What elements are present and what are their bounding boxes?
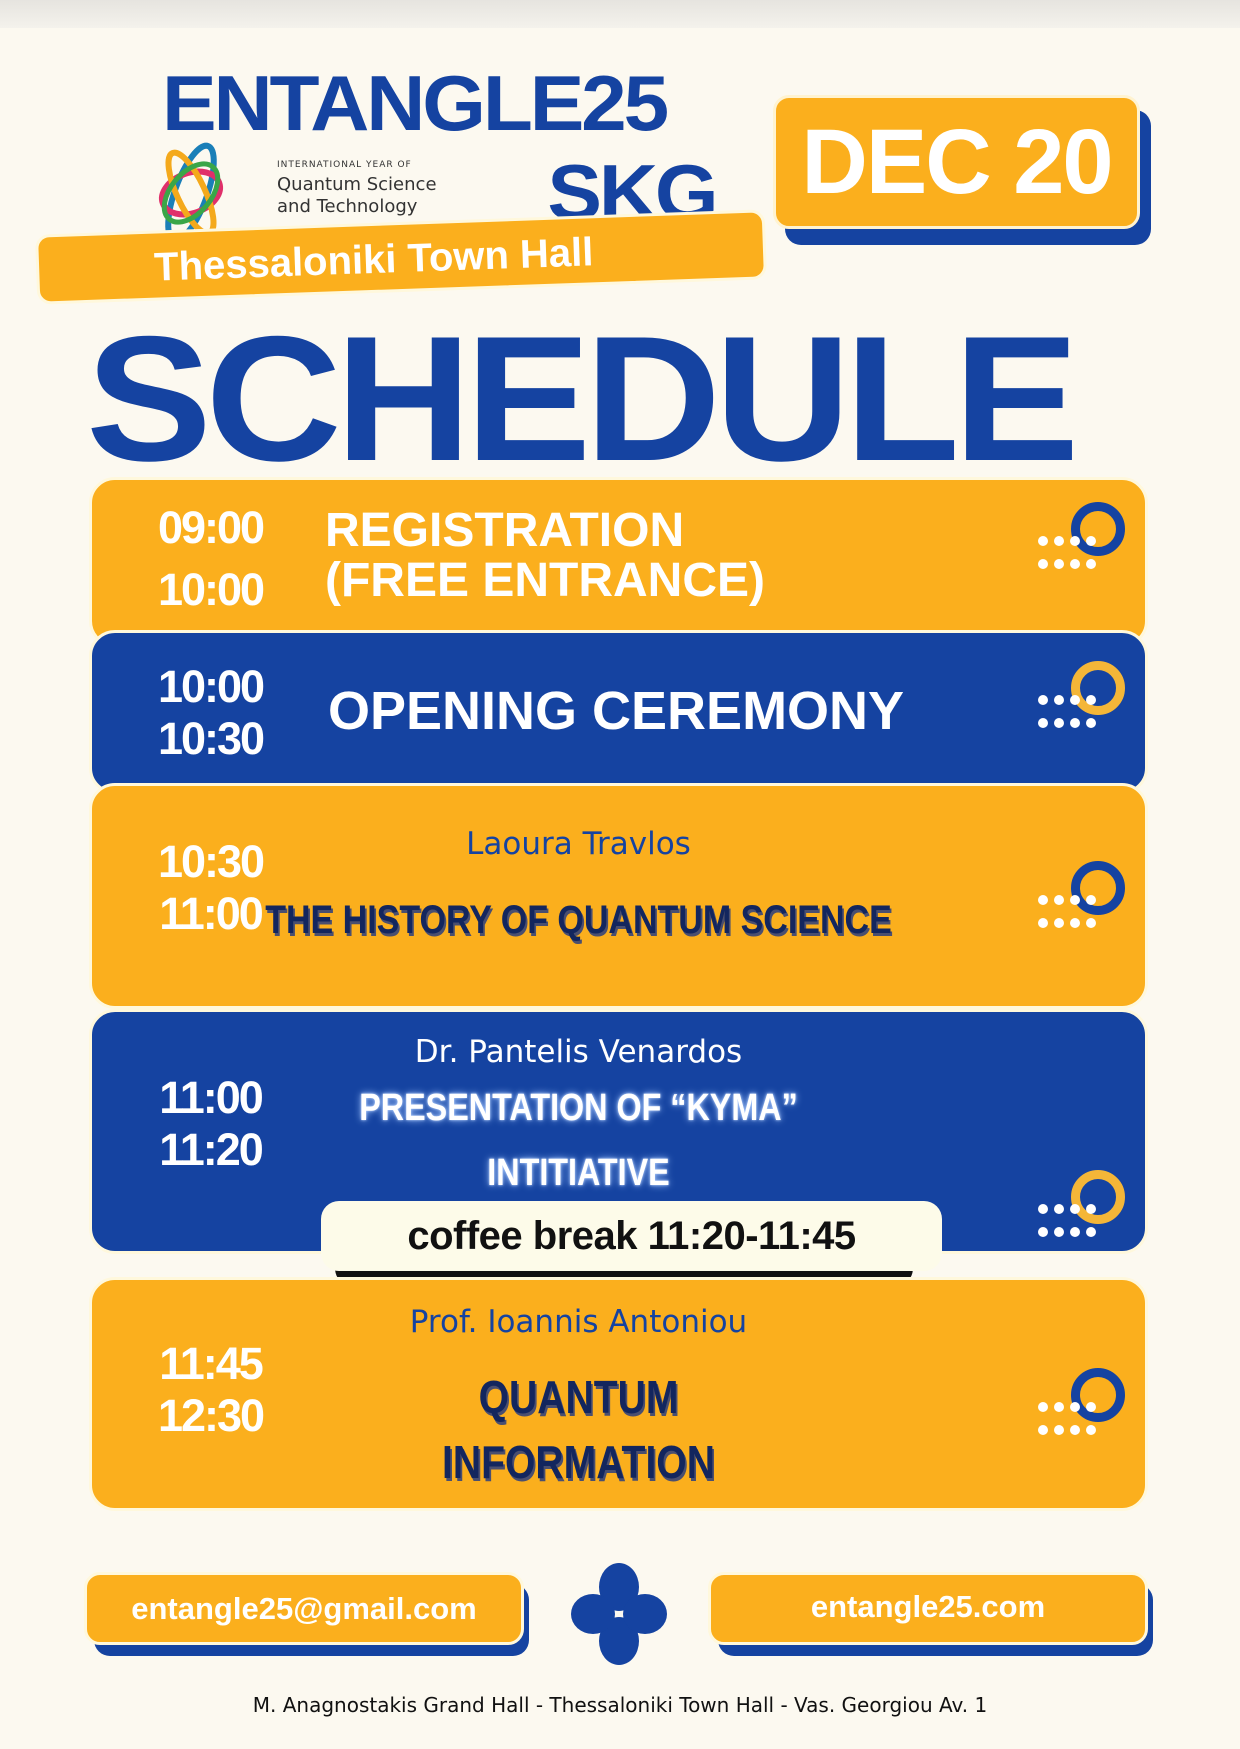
clover-icon: [571, 1563, 667, 1665]
end-time: 10:00: [157, 563, 265, 615]
logo-text-line1: INTERNATIONAL YEAR OF: [277, 160, 412, 170]
page-title: SCHEDULE: [86, 299, 1079, 498]
start-time: 11:00: [159, 1072, 264, 1123]
schedule-item-registration: 09:00 10:00 REGISTRATION (FREE ENTRANCE): [89, 477, 1148, 647]
brand-title: ENTANGLE25: [162, 59, 669, 147]
item-title: OPENING CEREMONY: [328, 681, 905, 741]
start-time: 10:00: [157, 661, 265, 712]
email-link[interactable]: entangle25@gmail.com: [84, 1572, 524, 1645]
item-title-line2: INFORMATION: [442, 1436, 715, 1488]
item-title-line2: (FREE ENTRANCE): [325, 554, 765, 608]
venue-label: Thessaloniki Town Hall: [153, 230, 595, 290]
logo-text-line3: and Technology: [277, 196, 418, 217]
schedule-item-quantum-information: 11:45 12:30 Prof. Ioannis Antoniou QUANTU…: [89, 1277, 1148, 1511]
item-title: THE HISTORY OF QUANTUM SCIENCE: [265, 898, 892, 942]
item-title-line1: REGISTRATION: [325, 504, 685, 557]
schedule-item-opening: 10:00 10:30 OPENING CEREMONY: [89, 630, 1148, 794]
decoration-icon: [1035, 661, 1125, 741]
end-time: 11:00: [159, 887, 264, 939]
website-link[interactable]: entangle25.com: [708, 1572, 1148, 1645]
top-bar: [0, 0, 1240, 28]
schedule-item-kyma: 11:00 11:20 Dr. Pantelis Venardos PRESENT…: [89, 1009, 1148, 1254]
coffee-break-label: coffee break 11:20-11:45: [321, 1201, 942, 1271]
decoration-icon: [1035, 1170, 1125, 1250]
decoration-icon: [1035, 502, 1125, 582]
end-time: 11:20: [159, 1123, 264, 1175]
schedule-item-history: 10:30 11:00 Laoura Travlos THE HISTORY OF…: [89, 783, 1148, 1009]
speaker-name: Prof. Ioannis Antoniou: [409, 1304, 748, 1340]
speaker-name: Laoura Travlos: [466, 826, 691, 862]
date-badge: DEC 20: [773, 95, 1140, 229]
end-time: 10:30: [157, 712, 265, 764]
item-title-line2: INTITIATIVE: [487, 1152, 670, 1194]
logo-text-line2: Quantum Science: [277, 174, 437, 195]
end-time: 12:30: [157, 1389, 265, 1441]
start-time: 10:30: [157, 836, 265, 887]
venue-address: M. Anagnostakis Grand Hall - Thessalonik…: [252, 1693, 988, 1717]
start-time: 09:00: [157, 502, 265, 553]
venue-tag: Thessaloniki Town Hall: [35, 209, 767, 305]
item-title-line1: PRESENTATION OF “KYMA”: [359, 1087, 798, 1129]
decoration-icon: [1035, 861, 1125, 941]
speaker-name: Dr. Pantelis Venardos: [414, 1034, 743, 1070]
start-time: 11:45: [159, 1338, 264, 1389]
decoration-icon: [1035, 1368, 1125, 1448]
item-title-line1: QUANTUM: [478, 1371, 679, 1423]
